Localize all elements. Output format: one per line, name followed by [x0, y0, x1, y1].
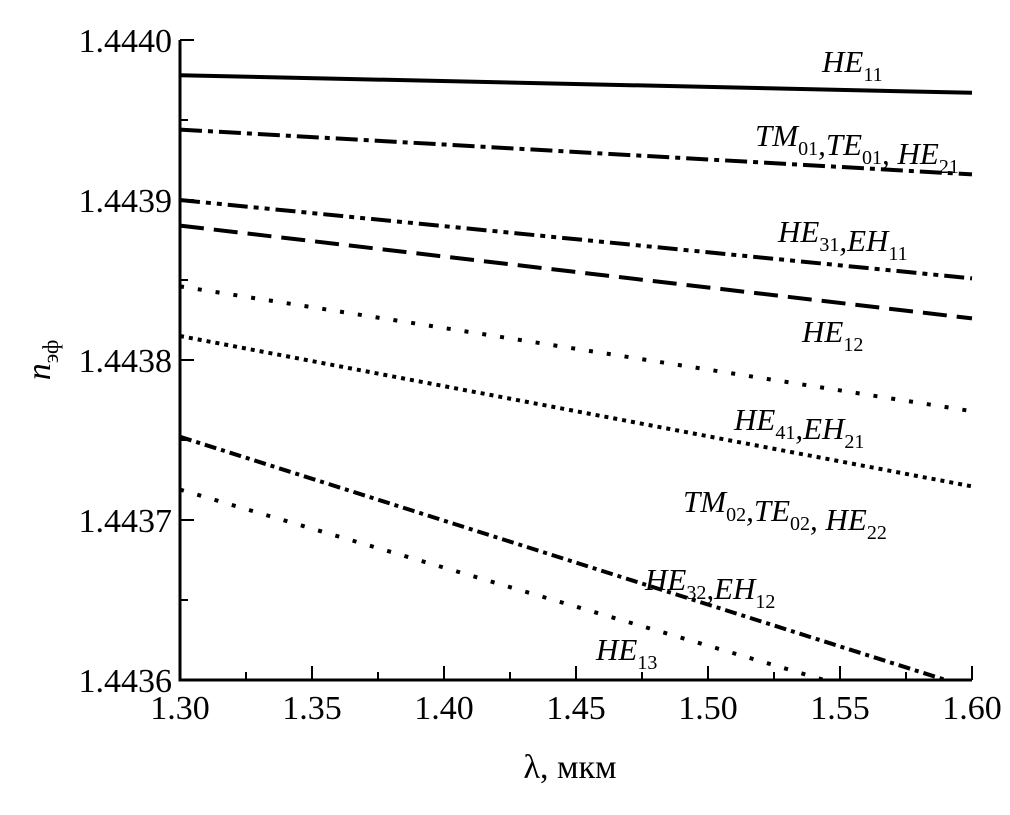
x-tick-label: 1.40: [414, 690, 474, 727]
series-line: [179, 127, 973, 177]
series-label-main: HE: [821, 44, 863, 79]
series-line: [179, 434, 947, 682]
x-axis-label: λ, мкм: [523, 749, 616, 786]
x-tick-label: 1.50: [678, 690, 738, 727]
series-label-subscript: 22: [867, 522, 887, 544]
series-line: [179, 487, 825, 682]
series-label-subscript: 01: [798, 138, 818, 160]
series-label-main: TM: [755, 118, 800, 153]
series-label-main: , HE: [882, 136, 939, 171]
series-label-subscript: 01: [862, 147, 882, 169]
series-label-main: HE: [777, 214, 819, 249]
y-tick-label: 1.4436: [79, 663, 173, 700]
y-axis-label-main: n: [21, 363, 58, 380]
series-label-subscript: 21: [844, 431, 864, 453]
y-tick-label: 1.4439: [79, 183, 173, 220]
series-label-main: ,EH: [839, 223, 890, 258]
series-label-subscript: 02: [790, 513, 810, 535]
series-label-subscript: 32: [686, 582, 706, 604]
y-tick-label: 1.4440: [79, 23, 173, 60]
axes: 1.30 1.35 1.40 1.45 1.50 1.55 1.60 1.4436 1.4437…: [79, 23, 1002, 727]
y-axis-label: nэф: [21, 340, 63, 381]
series-label-main: , HE: [810, 502, 867, 537]
series-label-main: HE: [644, 562, 686, 597]
series-label-subscript: 12: [755, 591, 775, 613]
series-label-subscript: 41: [775, 422, 795, 444]
series-label: HE13: [595, 632, 657, 674]
series-line: [179, 223, 973, 321]
x-tick-label: 1.35: [282, 690, 342, 727]
series-label-subscript: 31: [819, 234, 839, 256]
y-axis-label-sub: эф: [38, 340, 63, 364]
series-label-main: HE: [801, 314, 843, 349]
series-label: TM02,TE02, HE22: [683, 484, 887, 544]
series-label: HE11: [821, 44, 883, 86]
series-label-main: ,EH: [795, 411, 846, 446]
series-label-subscript: 02: [726, 504, 746, 526]
x-tick-label: 1.45: [546, 690, 606, 727]
series-label: TM01,TE01, HE21: [755, 118, 959, 178]
series-lines: [179, 73, 973, 682]
series-label-main: TM: [683, 484, 728, 519]
series-label: HE31,EH11: [777, 214, 908, 265]
series-label-subscript: 12: [843, 334, 863, 356]
series-label-main: ,EH: [706, 571, 757, 606]
series-label-main: ,TE: [746, 493, 790, 528]
y-tick-label: 1.4437: [79, 503, 173, 540]
x-tick-label: 1.60: [942, 690, 1002, 727]
series-label-main: ,TE: [818, 127, 862, 162]
series-label-subscript: 11: [888, 243, 907, 265]
series-label-main: HE: [595, 632, 637, 667]
series-label-main: HE: [733, 402, 775, 437]
series-line: [179, 284, 973, 414]
series-label: HE12: [801, 314, 863, 356]
series-label: HE41,EH21: [733, 402, 864, 453]
series-line: [179, 73, 973, 95]
series-line: [179, 198, 973, 281]
series-line: [179, 334, 973, 489]
x-tick-label: 1.55: [810, 690, 870, 727]
series-label-subscript: 13: [637, 652, 657, 674]
x-tick-label: 1.30: [150, 690, 210, 727]
y-tick-label: 1.4438: [79, 343, 173, 380]
series-label: HE32,EH12: [644, 562, 775, 613]
series-label-subscript: 21: [939, 156, 959, 178]
series-label-subscript: 11: [863, 64, 882, 86]
